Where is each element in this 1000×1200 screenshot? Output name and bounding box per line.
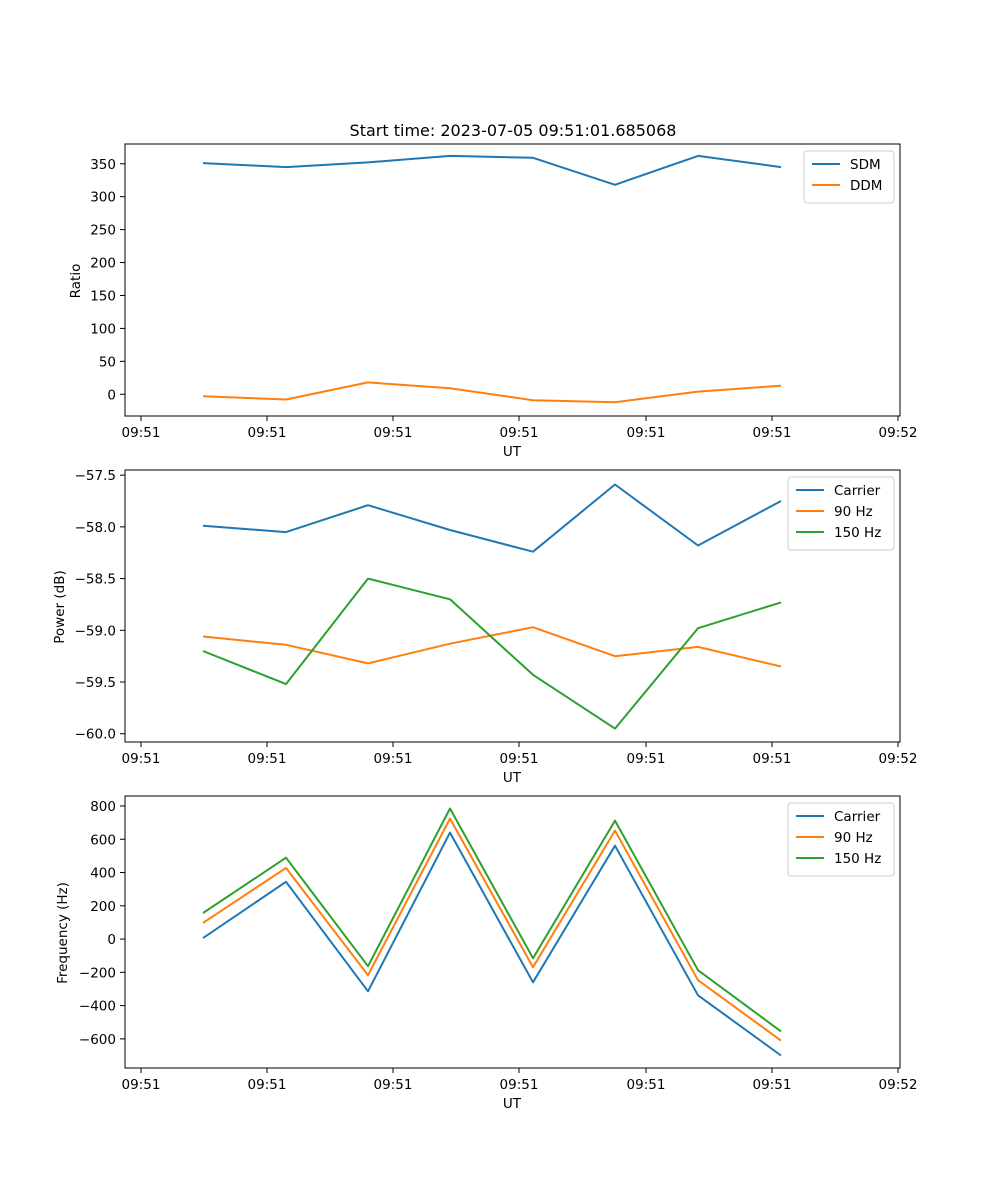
axes-frame — [124, 795, 901, 1069]
y-tick-label: 0 — [107, 932, 116, 948]
y-axis-label: Frequency (Hz) — [55, 882, 71, 984]
y-tick-label: 200 — [90, 256, 116, 272]
y-axis-label: Ratio — [68, 264, 84, 299]
x-tick-label: 09:51 — [500, 1077, 539, 1093]
x-tick-label: 09:51 — [122, 751, 161, 767]
x-tick-label: 09:51 — [374, 1077, 413, 1093]
series-line-carrier — [202, 483, 782, 553]
chart-title: Start time: 2023-07-05 09:51:01.685068 — [350, 121, 677, 140]
ratio-panel: Start time: 2023-07-05 09:51:01.685068 U… — [68, 121, 917, 460]
series-line-150-hz — [202, 577, 782, 730]
y-tick-label: −59.5 — [75, 675, 116, 691]
x-axis-label: UT — [503, 1096, 522, 1112]
legend-label: SDM — [850, 157, 881, 173]
x-tick-label: 09:51 — [753, 1077, 792, 1093]
y-tick-label: 0 — [107, 387, 116, 403]
legend-label: 90 Hz — [834, 504, 873, 520]
x-tick-label: 09:51 — [248, 1077, 287, 1093]
x-tick-label: 09:51 — [753, 751, 792, 767]
x-tick-label: 09:52 — [879, 751, 918, 767]
y-tick-label: 800 — [90, 799, 116, 815]
y-axis-label: Power (dB) — [52, 570, 68, 643]
x-tick-label: 09:51 — [374, 425, 413, 441]
y-tick-label: −200 — [79, 965, 116, 981]
y-tick-label: 100 — [90, 321, 116, 337]
x-tick-label: 09:51 — [627, 425, 666, 441]
y-tick-label: 350 — [90, 157, 116, 173]
y-tick-label: −58.5 — [75, 572, 116, 588]
frequency-panel: UT Frequency (Hz) 09:51 09:51 09:51 09:51 09… — [55, 795, 918, 1112]
legend-label: 90 Hz — [834, 830, 873, 846]
series-line-sdm — [202, 154, 782, 186]
y-tick-label: 250 — [90, 223, 116, 239]
legend-label: Carrier — [834, 809, 881, 825]
x-axis-label: UT — [503, 770, 522, 786]
x-tick-label: 09:51 — [122, 425, 161, 441]
y-tick-label: −59.0 — [75, 623, 116, 639]
series-line-carrier — [202, 831, 782, 1057]
series-line-ddm — [202, 381, 782, 404]
axes-frame — [124, 469, 901, 743]
legend-label: 150 Hz — [834, 851, 881, 867]
y-tick-label: −58.0 — [75, 520, 116, 536]
legend: Carrier 90 Hz 150 Hz — [787, 476, 895, 551]
series-line-150-hz — [202, 807, 782, 1033]
power-panel: UT Power (dB) 09:51 09:51 09:51 09:51 09:51 0… — [52, 468, 917, 786]
axes-frame — [124, 143, 901, 417]
legend-label: DDM — [850, 178, 882, 194]
x-tick-label: 09:51 — [248, 751, 287, 767]
legend: Carrier 90 Hz 150 Hz — [787, 802, 895, 877]
y-tick-label: 600 — [90, 832, 116, 848]
x-tick-label: 09:51 — [627, 1077, 666, 1093]
x-tick-label: 09:52 — [879, 425, 918, 441]
legend-label: 150 Hz — [834, 525, 881, 541]
y-tick-label: 150 — [90, 288, 116, 304]
legend: SDM DDM — [803, 150, 895, 204]
series-line-90-hz — [202, 817, 782, 1042]
y-tick-label: 300 — [90, 190, 116, 206]
x-tick-label: 09:51 — [248, 425, 287, 441]
series-line-90-hz — [202, 626, 782, 668]
legend-label: Carrier — [834, 483, 881, 499]
y-tick-label: 400 — [90, 866, 116, 882]
y-tick-label: −57.5 — [75, 468, 116, 484]
x-tick-label: 09:51 — [374, 751, 413, 767]
y-tick-label: −60.0 — [75, 727, 116, 743]
y-tick-label: −600 — [79, 1032, 116, 1048]
x-tick-label: 09:51 — [753, 425, 792, 441]
y-tick-label: −400 — [79, 999, 116, 1015]
y-tick-label: 50 — [99, 354, 116, 370]
x-tick-label: 09:51 — [627, 751, 666, 767]
x-tick-label: 09:52 — [879, 1077, 918, 1093]
x-tick-label: 09:51 — [500, 425, 539, 441]
x-tick-label: 09:51 — [500, 751, 539, 767]
x-tick-label: 09:51 — [122, 1077, 161, 1093]
y-tick-label: 200 — [90, 899, 116, 915]
x-axis-label: UT — [503, 444, 522, 460]
